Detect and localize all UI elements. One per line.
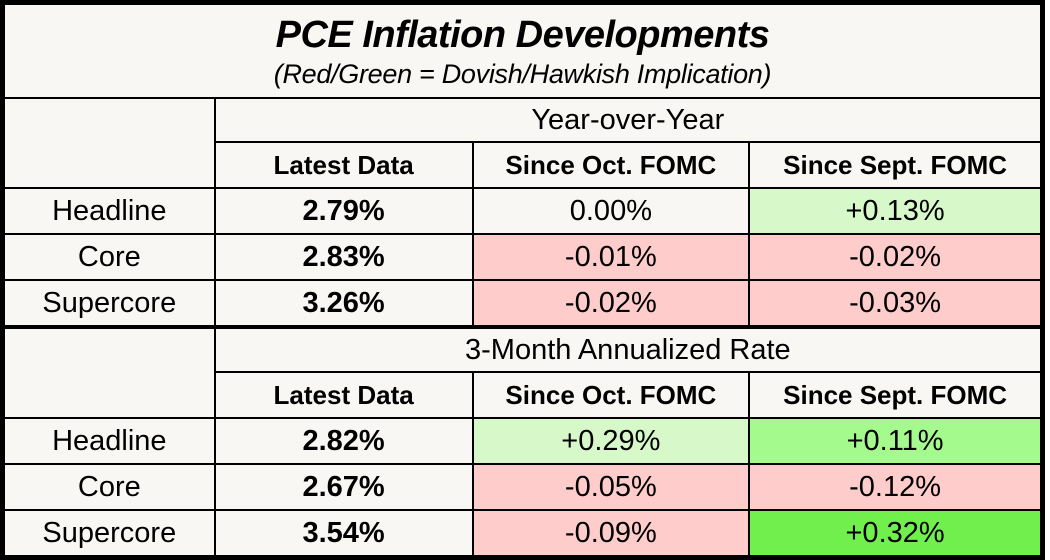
section-2-title: 3-Month Annualized Rate [213, 325, 1044, 373]
section-1-row-core: Core 2.83% -0.01% -0.02% [1, 233, 1044, 281]
since-sept-cell: -0.12% [748, 463, 1044, 511]
section-1-title: Year-over-Year [213, 97, 1044, 143]
latest-value-cell: 3.54% [213, 509, 474, 559]
page-title: PCE Inflation Developments [275, 14, 770, 57]
section-2-row-core: Core 2.67% -0.05% -0.12% [1, 463, 1044, 511]
section-2-row-headline: Headline 2.82% +0.29% +0.11% [1, 417, 1044, 465]
row-label-headline: Headline [1, 417, 216, 465]
row-label-supercore: Supercore [1, 279, 216, 328]
row-label-headline: Headline [1, 187, 216, 235]
section-2-column-header-row: Latest Data Since Oct. FOMC Since Sept. … [3, 371, 1044, 419]
row-label-core: Core [1, 463, 216, 511]
section-2-col-header-since-sept: Since Sept. FOMC [748, 371, 1044, 419]
section-1-col-header-latest: Latest Data [213, 141, 474, 189]
section-1-row-supercore: Supercore 3.26% -0.02% -0.03% [1, 279, 1044, 328]
section-1-row-headline: Headline 2.79% 0.00% +0.13% [1, 187, 1044, 235]
since-sept-cell: +0.11% [748, 417, 1044, 465]
section-1-column-header-row: Latest Data Since Oct. FOMC Since Sept. … [3, 141, 1044, 189]
section-1-col-header-since-oct: Since Oct. FOMC [471, 141, 751, 189]
since-sept-cell: +0.32% [748, 509, 1044, 559]
section-2-blank-corner [1, 325, 216, 419]
section-2-row-supercore: Supercore 3.54% -0.09% +0.32% [1, 509, 1044, 559]
page-subtitle: (Red/Green = Dovish/Hawkish Implication) [273, 58, 772, 89]
since-oct-cell: 0.00% [471, 187, 751, 235]
section-1-col-header-since-sept: Since Sept. FOMC [748, 141, 1044, 189]
row-label-supercore: Supercore [1, 509, 216, 559]
section-1-blank-corner [1, 97, 216, 189]
since-oct-cell: -0.05% [471, 463, 751, 511]
row-label-core: Core [1, 233, 216, 281]
section-2-header-row: 3-Month Annualized Rate [1, 325, 1044, 419]
since-oct-cell: -0.01% [471, 233, 751, 281]
since-oct-cell: -0.09% [471, 509, 751, 559]
latest-value-cell: 2.67% [213, 463, 474, 511]
since-sept-cell: -0.03% [748, 279, 1044, 328]
title-row: PCE Inflation Developments (Red/Green = … [1, 1, 1044, 99]
latest-value-cell: 2.79% [213, 187, 474, 235]
latest-value-cell: 2.83% [213, 233, 474, 281]
section-2-col-header-latest: Latest Data [213, 371, 474, 419]
latest-value-cell: 2.82% [213, 417, 474, 465]
latest-value-cell: 3.26% [213, 279, 474, 328]
title-cell: PCE Inflation Developments (Red/Green = … [1, 1, 1044, 99]
since-oct-cell: +0.29% [471, 417, 751, 465]
since-sept-cell: +0.13% [748, 187, 1044, 235]
since-sept-cell: -0.02% [748, 233, 1044, 281]
since-oct-cell: -0.02% [471, 279, 751, 328]
section-2-col-header-since-oct: Since Oct. FOMC [471, 371, 751, 419]
section-1-header-row: Year-over-Year [1, 97, 1044, 189]
